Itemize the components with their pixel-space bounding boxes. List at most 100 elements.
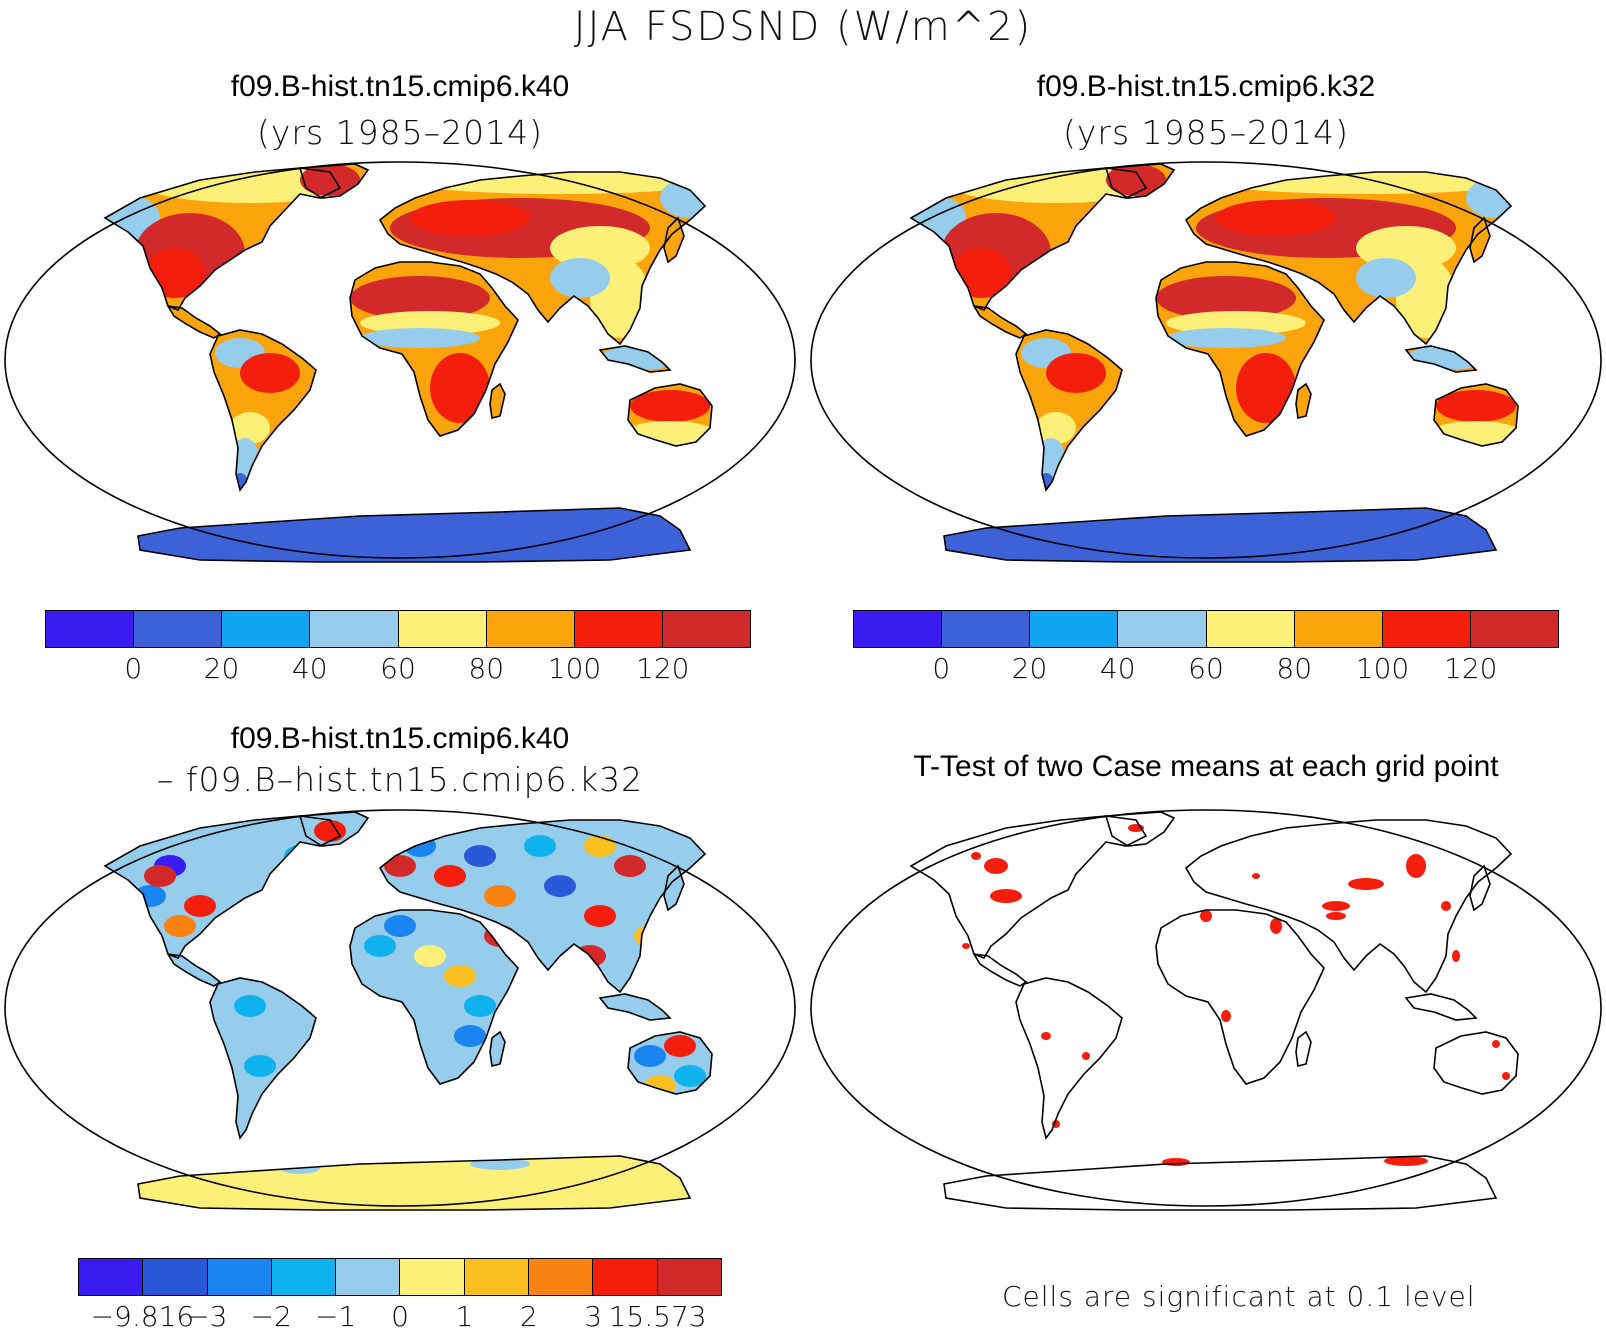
field-patch (254, 1025, 286, 1047)
coastline-southamerica (1015, 329, 1123, 492)
field-patch (424, 1045, 456, 1067)
colorbar-tick-label: 20 (1011, 652, 1048, 685)
coastline-centralamerica (972, 304, 1028, 339)
colorbar-box (464, 1259, 530, 1295)
significant-cell (1082, 1052, 1090, 1060)
field-patch (350, 276, 490, 320)
significant-cell (1492, 1040, 1500, 1048)
field-patch (584, 905, 616, 927)
colorbar-tick-label: 120 (636, 652, 690, 685)
field-patch (1216, 200, 1336, 236)
field-patch (384, 915, 416, 937)
significant-cell (1502, 1072, 1510, 1080)
coastline-southamerica (209, 329, 317, 492)
field-patch (1036, 412, 1076, 444)
field-patch (630, 390, 710, 422)
field-greenland (300, 164, 360, 196)
field-patch (625, 421, 712, 445)
colorbar-box (529, 1259, 594, 1295)
field-patch (1236, 353, 1296, 423)
coastline-northamerica (909, 815, 1148, 959)
panel-2-subtitle: (yrs 1985–2014) (1063, 113, 1349, 152)
colorbar-tick-label: 60 (380, 652, 416, 685)
coastline-eurasia (378, 171, 707, 346)
colorbar-tick-label: −1 (314, 1300, 357, 1333)
coastline-australia (627, 383, 713, 447)
significant-cell (1252, 873, 1260, 879)
colorbar-tick-label: −3 (186, 1300, 228, 1333)
colorbar-tick-label: 0 (932, 652, 951, 685)
colorbar-box (574, 611, 663, 647)
colorbar-box (310, 611, 399, 647)
significant-cell (1221, 1010, 1231, 1022)
coastline-southamerica (209, 977, 317, 1140)
colorbar-box (222, 611, 311, 647)
coastline-japan (1469, 864, 1491, 912)
significant-cell (1326, 912, 1346, 920)
coastline-greenland (298, 811, 370, 847)
significant-cell (1441, 901, 1451, 911)
coastline-antarctica (943, 507, 1498, 563)
colorbar-tick-label: 0 (391, 1300, 409, 1333)
shaded-field (911, 164, 1518, 562)
field-patch (404, 835, 436, 857)
field-patch (1037, 438, 1065, 478)
field-patch (524, 835, 556, 857)
field-patch (314, 820, 346, 842)
coastline-indonesia (598, 345, 672, 373)
panel-1-subtitle: (yrs 1985–2014) (257, 113, 543, 152)
field-patch (284, 845, 316, 867)
field-patch (584, 835, 616, 857)
significant-cell (1406, 854, 1426, 878)
colorbar-case-k40 (45, 610, 751, 648)
significant-cell (1270, 918, 1282, 934)
coastline-antarctica (137, 507, 692, 563)
coastline-greenland (1104, 811, 1176, 847)
colorbar-tick-label: 2 (519, 1300, 538, 1333)
field-patch (410, 200, 530, 236)
figure-title: JJA FSDSND (W/m^2) (573, 4, 1033, 50)
field-patch (660, 178, 712, 218)
colorbar-box (486, 611, 575, 647)
field-patch (1166, 328, 1286, 348)
field-patch (364, 935, 396, 957)
colorbar-box (1382, 611, 1471, 647)
panel-3-title: f09.B-hist.tn15.cmip6.k40 (230, 722, 570, 755)
colorbar-tick-label: 100 (547, 652, 602, 685)
colorbar-case-k32 (853, 610, 1559, 648)
panel-4-title: T-Test of two Case means at each grid po… (913, 750, 1499, 783)
map-case-k40 (4, 161, 796, 563)
field-patch (1436, 390, 1516, 422)
coastline-centralamerica (166, 304, 222, 339)
coastline-africa (349, 261, 519, 437)
colorbar-box (134, 611, 223, 647)
coastline-eurasia (378, 819, 707, 994)
significant-cell (1348, 878, 1384, 890)
field-patch (434, 865, 466, 887)
field-antarctica (105, 1156, 712, 1210)
field-patch (454, 1025, 486, 1047)
coastline-australia (627, 1031, 713, 1095)
coastline-japan (1469, 216, 1491, 264)
field-patch (134, 885, 166, 907)
colorbar-tick-label: 40 (291, 652, 328, 685)
colorbar-tick-label: 60 (1188, 652, 1224, 685)
field-patch (544, 875, 576, 897)
map-case-k32 (810, 161, 1602, 563)
coastline-indonesia (598, 993, 672, 1021)
field-patch (634, 925, 666, 947)
field-patch (1046, 353, 1106, 393)
field-antarctica (911, 508, 1518, 562)
colorbar-tick-label: 40 (1099, 652, 1136, 685)
colorbar-box (336, 1259, 401, 1295)
field-patch (484, 925, 516, 947)
field-patch (230, 412, 270, 444)
colorbar-tick-label: −2 (250, 1300, 292, 1333)
coastline-eurasia (1184, 171, 1513, 346)
significant-cell (1162, 1158, 1190, 1166)
coastline-africa (349, 909, 519, 1085)
colorbar-box (854, 611, 943, 647)
colorbar-box (1206, 611, 1295, 647)
significant-cell (1322, 901, 1350, 911)
significant-cell (990, 889, 1022, 903)
